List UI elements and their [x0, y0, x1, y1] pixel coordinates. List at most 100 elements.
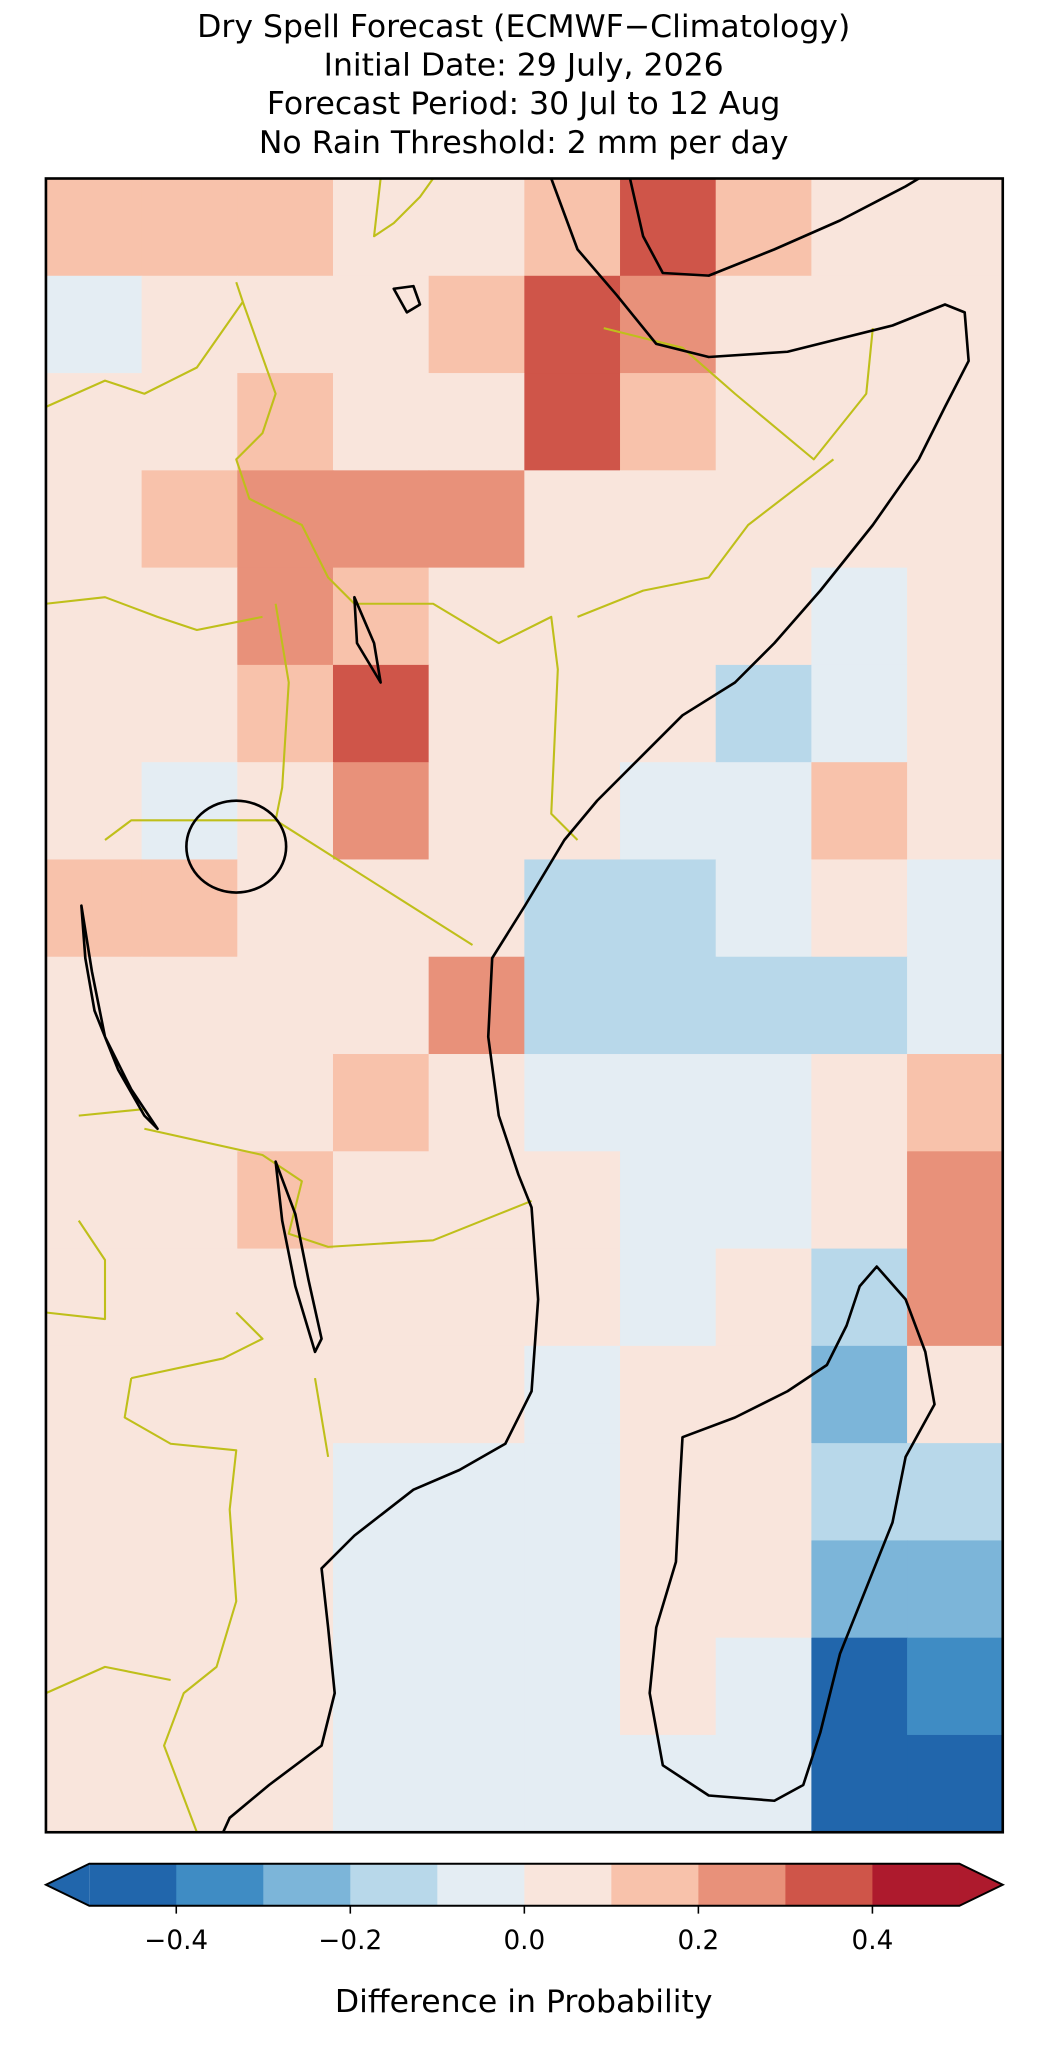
map-cell [715, 859, 813, 958]
map-cell [524, 1054, 621, 1152]
map-cell [332, 1054, 430, 1152]
map-cell [45, 1248, 143, 1347]
map-cell [907, 1248, 1004, 1347]
map-cell [428, 1734, 525, 1833]
map-cell [811, 373, 908, 471]
map-cell [332, 470, 430, 569]
map-cell [715, 470, 813, 569]
figure-body: Dry Spell Forecast (ECMWF−Climatology)In… [43, 9, 1006, 2020]
colorbar-label: Difference in Probability [335, 1984, 713, 2020]
colorbar-bin [524, 1863, 612, 1906]
map-cell [715, 956, 813, 1055]
map-cell [524, 664, 621, 763]
map-cell [45, 664, 143, 763]
map-cell [332, 1734, 430, 1833]
map-cell [620, 178, 717, 277]
map-cell [428, 956, 525, 1055]
lake [392, 284, 422, 314]
map-cell [620, 1248, 717, 1347]
map-cell [524, 1637, 621, 1736]
map-cell [141, 762, 238, 861]
map-cell [620, 1734, 717, 1833]
map-cell [45, 1151, 143, 1250]
map-cell [141, 1637, 238, 1736]
map-cell [141, 373, 238, 471]
map-cell [811, 1151, 908, 1250]
map-cell [332, 1443, 430, 1542]
map-cell [524, 1443, 621, 1542]
map-cell [45, 1054, 143, 1152]
map-cell [907, 275, 1004, 374]
chart-title: Initial Date: 29 July, 2026 [324, 47, 724, 83]
map-cell [811, 859, 908, 958]
map-cell [237, 373, 334, 471]
map-cell [524, 1540, 621, 1639]
map-cell [141, 1054, 238, 1152]
coastline [221, 178, 970, 1833]
colorbar: −0.4 −0.2 0.0 0.2 0.4 Difference in Probabili… [43, 1862, 1006, 2020]
map-cell [715, 1734, 813, 1833]
map-cell [715, 1345, 813, 1444]
map-cell [428, 470, 525, 569]
map-cell [332, 1637, 430, 1736]
map-cell [237, 1734, 334, 1833]
map-cell [524, 859, 621, 958]
map-cell [45, 470, 143, 569]
map-cell [811, 470, 908, 569]
map-cell [332, 956, 430, 1055]
map-cell [332, 762, 430, 861]
map-cell [428, 1054, 525, 1152]
map-cell [715, 762, 813, 861]
map-cell [141, 1151, 238, 1250]
chart-title: No Rain Threshold: 2 mm per day [259, 125, 789, 161]
map-cell [237, 956, 334, 1055]
colorbar-tick-label: 0.2 [678, 1926, 720, 1956]
map-cell [237, 1054, 334, 1152]
map-cell [715, 1637, 813, 1736]
map-cell [907, 664, 1004, 763]
map-cell [524, 178, 621, 277]
map-cell [620, 1637, 717, 1736]
colorbar-outline [43, 1862, 1006, 1907]
map-cell [237, 470, 334, 569]
map-cell [620, 1443, 717, 1542]
map-cell [524, 762, 621, 861]
map-cell [428, 373, 525, 471]
map-cell [811, 1443, 908, 1542]
map-cell [45, 178, 143, 277]
map-cell [620, 567, 717, 666]
map-cell [45, 1540, 143, 1639]
map-cell [907, 1637, 1004, 1736]
lake [185, 799, 288, 894]
map-cell [907, 859, 1004, 958]
map-cell [811, 1637, 908, 1736]
map-cell [620, 1054, 717, 1152]
colorbar-bin [176, 1863, 264, 1906]
map-cell [524, 373, 621, 471]
map-cell [715, 178, 813, 277]
map-cell [45, 567, 143, 666]
map-cell [332, 275, 430, 374]
map-cell [907, 1540, 1004, 1639]
map-cell [811, 1345, 908, 1444]
colorbar-tick-label: 0.0 [503, 1926, 545, 1956]
map-cell [332, 1151, 430, 1250]
chart-title: Dry Spell Forecast (ECMWF−Climatology) [197, 9, 850, 45]
map-cell [45, 1443, 143, 1542]
map-cell [332, 1540, 430, 1639]
map-cell [237, 859, 334, 958]
map-cell [428, 1637, 525, 1736]
map-cell [141, 1540, 238, 1639]
map-cell [620, 470, 717, 569]
map-cell [811, 1248, 908, 1347]
map-cell [237, 275, 334, 374]
map-cell [141, 664, 238, 763]
map-cell [907, 470, 1004, 569]
map-cell [907, 1054, 1004, 1152]
map-cell [620, 1345, 717, 1444]
map-cell [332, 1345, 430, 1444]
map-cell [620, 859, 717, 958]
lake [80, 904, 159, 1131]
